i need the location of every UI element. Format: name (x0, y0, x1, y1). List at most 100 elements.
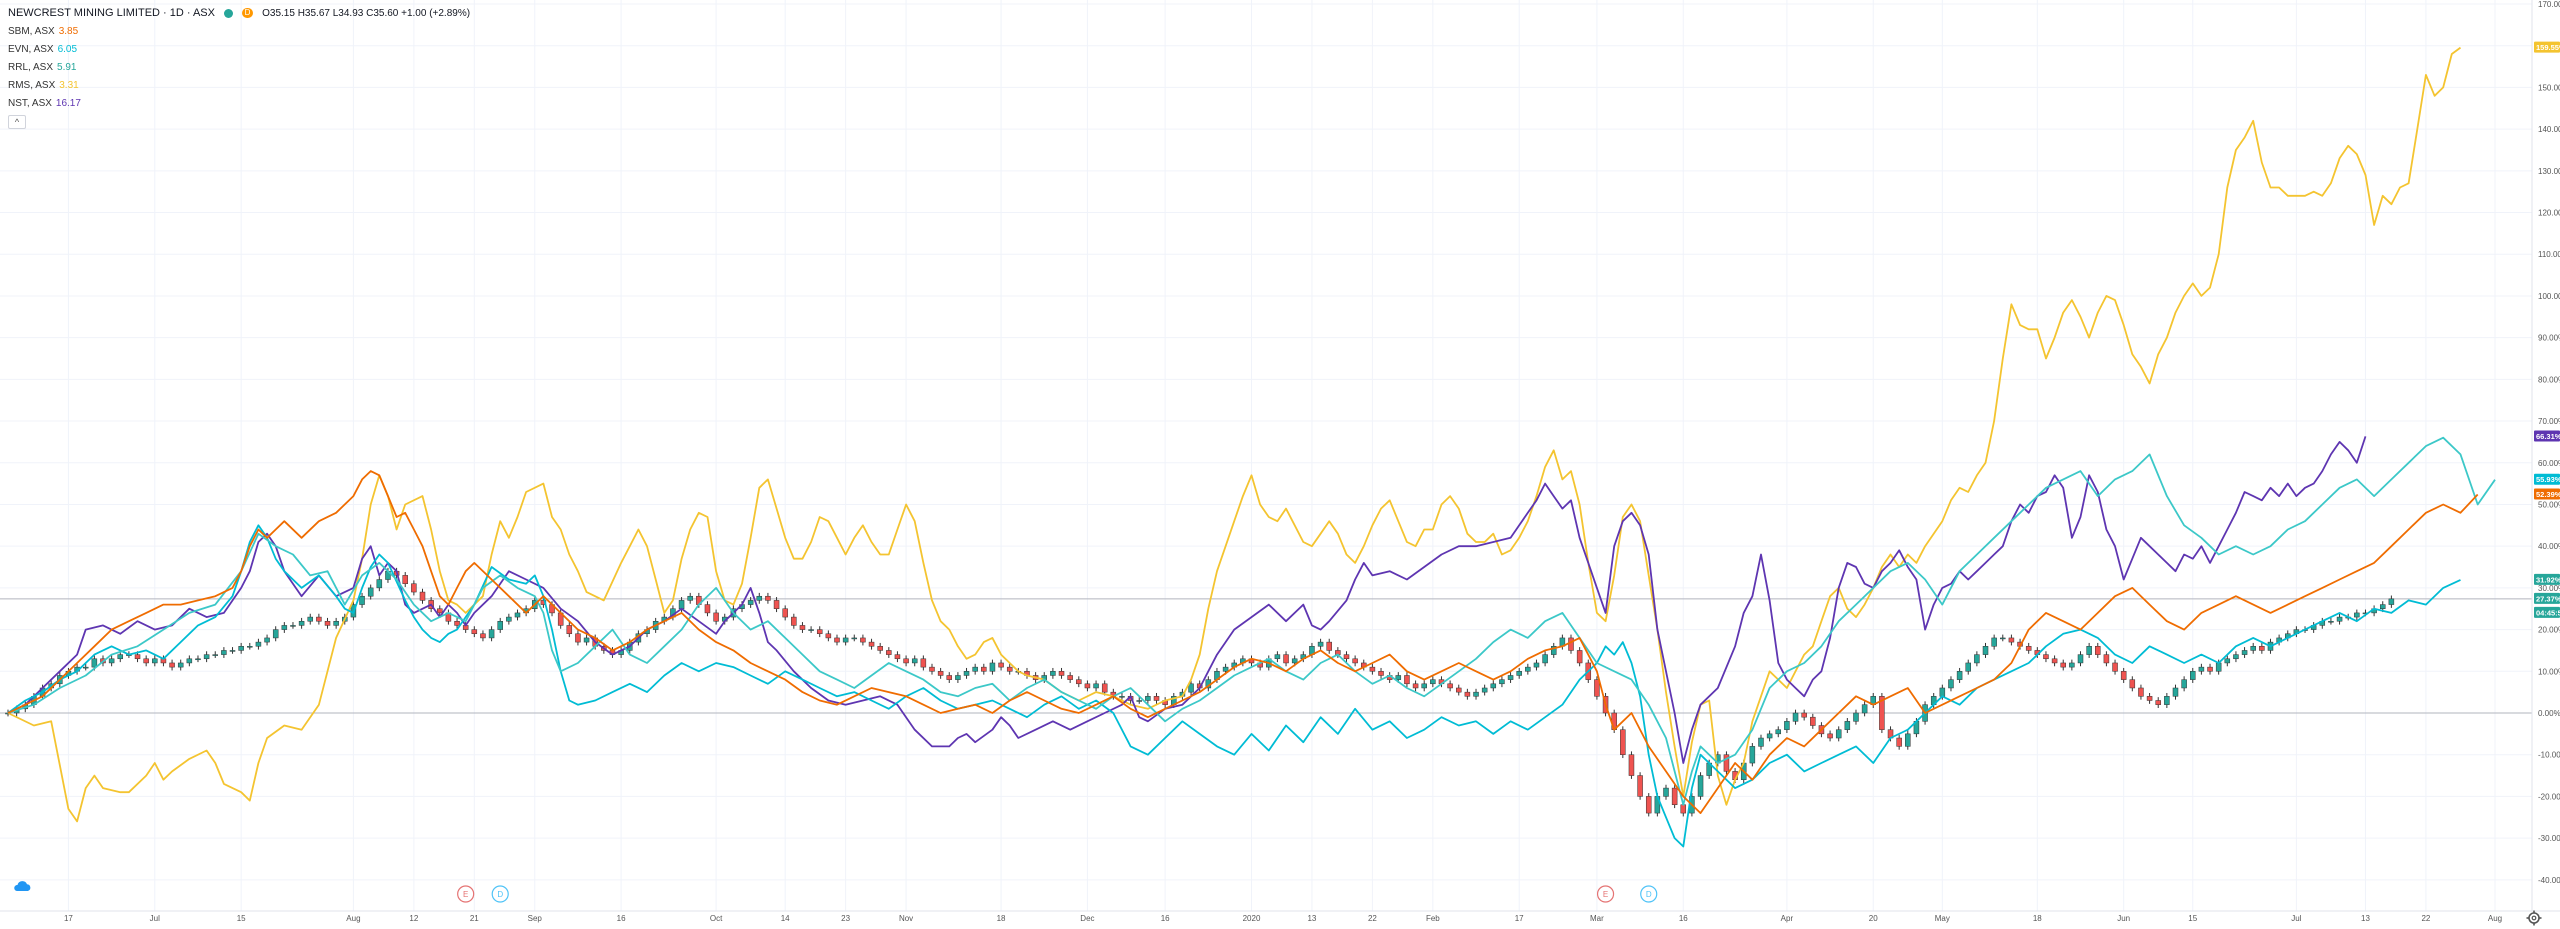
legend-value: 3.31 (59, 80, 79, 91)
candle-body (808, 629, 814, 631)
series-line (7, 436, 2367, 764)
y-tick-label: 50.00% (2538, 500, 2560, 509)
candle-body (2164, 696, 2170, 705)
candle-body (1594, 679, 1600, 697)
legend-item[interactable]: SBM, ASX 3.85 (8, 23, 470, 41)
y-tick-label: 70.00% (2538, 417, 2560, 426)
candle-body (2336, 616, 2343, 622)
candle-body (2250, 646, 2256, 651)
legend-item[interactable]: NST, ASX 16.17 (8, 95, 470, 113)
legend-item[interactable]: RMS, ASX 3.31 (8, 77, 470, 95)
candle-body (2146, 696, 2153, 701)
x-tick-label: 14 (781, 914, 790, 923)
x-tick-label: Apr (1781, 914, 1794, 923)
candle-body (1723, 754, 1730, 772)
candle-body (2379, 604, 2386, 609)
candle-body (704, 604, 711, 614)
candle-body (2198, 666, 2205, 672)
legend-symbol: RMS, ASX (8, 80, 56, 91)
candle-body (1274, 654, 1281, 660)
event-marker-label: D (1646, 890, 1652, 899)
price-label-bg (2534, 41, 2560, 53)
price-label-bg (2534, 606, 2560, 618)
cloud-icon[interactable] (12, 880, 32, 892)
x-tick-label: 18 (997, 914, 1006, 923)
candle-body (678, 600, 685, 609)
candle-body (1136, 700, 1142, 702)
legend-item[interactable]: RRL, ASX 5.91 (8, 59, 470, 77)
candle-body (1326, 641, 1332, 651)
candle-body (1481, 687, 1488, 693)
candle-body (376, 579, 383, 589)
event-marker-icon[interactable] (1596, 885, 1615, 903)
candle-body (514, 612, 521, 618)
candle-body (842, 637, 849, 643)
candle-body (1343, 654, 1350, 660)
symbol-title[interactable]: NEWCREST MINING LIMITED · 1D · ASX (8, 7, 215, 19)
x-tick-label: 16 (1161, 914, 1170, 923)
legend-value: 6.05 (57, 44, 78, 55)
event-marker-icon[interactable] (491, 885, 509, 903)
y-tick-label: 60.00% (2538, 459, 2560, 468)
candle-body (2181, 679, 2187, 689)
candle-body (1939, 687, 1946, 697)
price-label: 66.31% (2536, 432, 2560, 441)
x-tick-label: 22 (2421, 914, 2430, 923)
candle-body (1879, 696, 1885, 730)
candle-body (1404, 675, 1410, 685)
candle-body (402, 575, 408, 584)
candle-body (1499, 679, 1505, 685)
candle-body (497, 620, 503, 630)
candle-body (1645, 796, 1652, 814)
candle-body (920, 658, 927, 668)
x-tick-label: May (1935, 914, 1950, 923)
price-label-bg (2534, 473, 2560, 485)
candle-body (1317, 641, 1324, 647)
candle-body (488, 629, 495, 639)
x-tick-label: Feb (1426, 914, 1440, 923)
candle-body (2354, 612, 2360, 618)
candle-body (333, 620, 339, 626)
candle-body (437, 608, 443, 614)
candle-body (1145, 696, 1151, 701)
candle-body (903, 658, 909, 664)
candle-body (2259, 646, 2265, 651)
event-marker-label: D (497, 890, 503, 899)
candle-body (1076, 679, 1082, 685)
candle-body (316, 616, 322, 622)
legend-item[interactable]: EVN, ASX 6.05 (8, 41, 470, 59)
candle-body (713, 612, 719, 622)
event-marker-icon[interactable] (457, 885, 475, 903)
x-tick-label: 13 (1307, 914, 1316, 923)
candle-body (203, 654, 210, 660)
candle-body (687, 595, 693, 601)
collapse-legend-button[interactable]: ^ (8, 115, 26, 129)
candle-body (791, 616, 797, 626)
candle-body (1663, 787, 1669, 797)
candle-body (1671, 787, 1678, 806)
candle-body (2172, 687, 2179, 697)
candle-body (1430, 679, 1436, 685)
candle-body (1550, 646, 1557, 655)
candle-body (946, 675, 953, 680)
x-tick-label: Jun (2117, 914, 2130, 923)
y-tick-label: -30.00% (2538, 834, 2560, 843)
price-label-bg (2534, 573, 2560, 585)
y-tick-label: 130.00% (2538, 167, 2560, 176)
candle-body (1412, 683, 1419, 689)
candle-body (773, 600, 780, 609)
candle-body (937, 671, 944, 676)
gear-icon[interactable] (2526, 910, 2542, 926)
x-tick-label: 2020 (1243, 914, 1261, 923)
x-tick-label: 20 (1869, 914, 1878, 923)
candle-body (2103, 654, 2110, 664)
ohlc-readout: O35.15 H35.67 L34.93 C35.60 +1.00 (+2.89… (262, 8, 471, 19)
candle-body (1525, 666, 1531, 672)
candle-body (471, 629, 478, 635)
candle-body (1369, 666, 1376, 672)
x-tick-label: 17 (64, 914, 73, 923)
candle-body (1153, 696, 1160, 701)
event-marker-icon[interactable] (1640, 885, 1658, 903)
candle-body (1188, 683, 1194, 693)
